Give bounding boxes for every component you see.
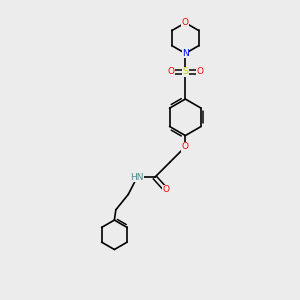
Text: N: N: [182, 49, 189, 58]
Text: O: O: [162, 185, 169, 194]
Text: O: O: [167, 67, 174, 76]
Text: O: O: [196, 67, 204, 76]
Text: HN: HN: [130, 173, 144, 182]
Text: O: O: [182, 18, 189, 27]
Text: O: O: [182, 142, 189, 151]
Text: S: S: [182, 67, 188, 76]
